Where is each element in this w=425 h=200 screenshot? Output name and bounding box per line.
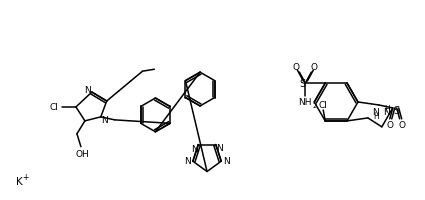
Text: N: N bbox=[184, 156, 191, 165]
Text: K: K bbox=[16, 177, 23, 186]
Text: H: H bbox=[373, 112, 379, 121]
Text: H: H bbox=[384, 105, 390, 114]
Text: N: N bbox=[383, 108, 390, 117]
Text: N: N bbox=[216, 143, 223, 152]
Text: N: N bbox=[102, 116, 108, 125]
Text: 2: 2 bbox=[312, 102, 317, 108]
Text: O: O bbox=[398, 121, 405, 130]
Text: OH: OH bbox=[75, 149, 89, 158]
Text: Cl: Cl bbox=[50, 103, 59, 112]
Text: O: O bbox=[293, 62, 300, 71]
Text: +: + bbox=[22, 172, 28, 181]
Text: Cl: Cl bbox=[319, 100, 328, 109]
Text: S: S bbox=[299, 79, 306, 89]
Text: N: N bbox=[223, 156, 230, 165]
Text: N: N bbox=[191, 144, 198, 153]
Text: O: O bbox=[311, 62, 318, 71]
Text: S: S bbox=[394, 105, 400, 115]
Text: N: N bbox=[372, 108, 379, 117]
Text: NH: NH bbox=[299, 98, 312, 107]
Text: O: O bbox=[386, 121, 393, 130]
Text: N: N bbox=[85, 85, 91, 94]
